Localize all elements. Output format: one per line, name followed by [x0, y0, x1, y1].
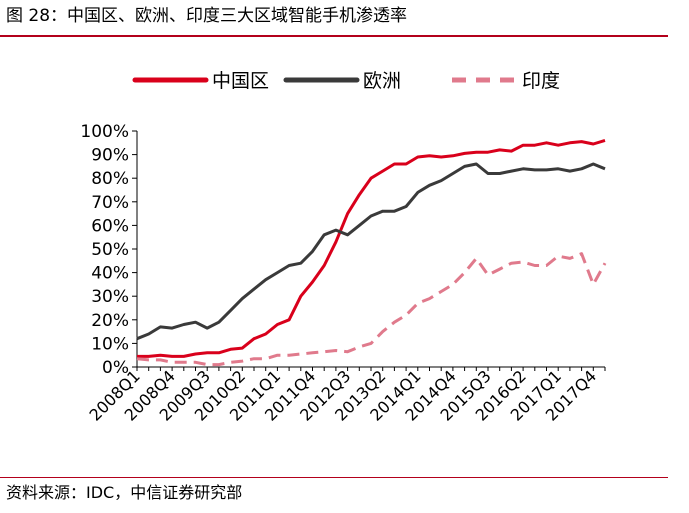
y-tick-label: 30%	[91, 287, 129, 307]
legend: 中国区 欧洲 印度	[132, 70, 560, 92]
y-tick-label: 60%	[91, 216, 129, 236]
legend-label-2: 欧洲	[363, 70, 401, 92]
y-tick-label: 50%	[91, 240, 129, 260]
legend-label-1: 中国区	[212, 70, 269, 92]
series-line-2	[136, 162, 606, 341]
legend-label-3: 印度	[522, 70, 560, 92]
figure-title: 图 28：中国区、欧洲、印度三大区域智能手机渗透率	[6, 6, 408, 26]
y-tick-label: 0%	[102, 358, 129, 378]
series-line-3	[136, 252, 607, 367]
y-tick-label: 40%	[91, 264, 129, 284]
plot-area	[136, 138, 607, 367]
title-divider	[0, 35, 668, 37]
x-axis: 2008Q12008Q42009Q32010Q22011Q12011Q42012…	[85, 366, 606, 425]
source-divider	[0, 477, 668, 478]
y-axis: 0% 10% 20% 30% 40% 50% 60% 70% 80% 90% 100%	[80, 122, 138, 378]
y-tick-label: 10%	[91, 334, 129, 354]
source-note: 资料来源：IDC，中信证券研究部	[6, 483, 243, 502]
y-tick-label: 100%	[80, 122, 129, 142]
y-tick-label: 90%	[91, 146, 129, 166]
y-tick-label: 80%	[91, 169, 129, 189]
y-tick-label: 70%	[91, 193, 129, 213]
series-line-1	[137, 138, 606, 358]
y-tick-label: 20%	[91, 311, 129, 331]
